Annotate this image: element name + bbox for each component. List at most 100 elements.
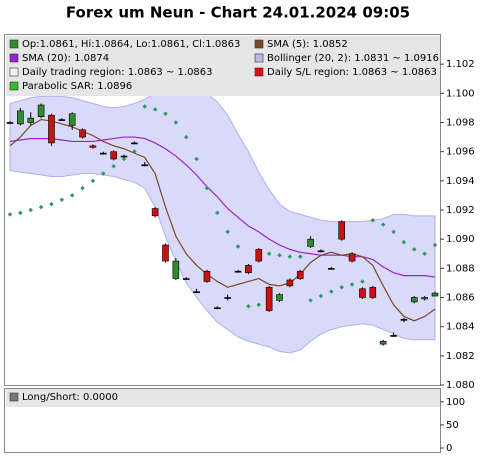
sar-dot bbox=[69, 193, 75, 198]
candle-body bbox=[245, 265, 252, 274]
candle-body bbox=[6, 122, 14, 124]
sar-dot bbox=[111, 163, 116, 169]
candle-body bbox=[265, 286, 273, 311]
legend-box bbox=[6, 36, 440, 96]
candle-body bbox=[369, 286, 377, 298]
sar-dot bbox=[318, 293, 324, 299]
legend-label: SMA (5): 1.0852 bbox=[267, 39, 348, 50]
candle-body bbox=[17, 110, 24, 125]
sar-dot bbox=[80, 185, 85, 191]
sar-dot bbox=[339, 285, 344, 290]
candle-body bbox=[234, 270, 242, 273]
y-tick-label: 0 bbox=[446, 443, 452, 454]
y-tick-label: 1.096 bbox=[446, 147, 475, 158]
indicator-line bbox=[9, 136, 436, 278]
sar-dot bbox=[38, 204, 44, 210]
sar-dot bbox=[380, 222, 386, 227]
sar-dot bbox=[349, 282, 355, 287]
legend-swatch bbox=[9, 53, 19, 63]
y-tick-label: 100 bbox=[446, 397, 465, 408]
sar-dot bbox=[412, 247, 417, 252]
candle-body bbox=[89, 145, 97, 148]
y-tick-label: 1.082 bbox=[446, 351, 475, 362]
sar-dot bbox=[401, 239, 407, 245]
candle-body bbox=[131, 142, 138, 145]
candle-body bbox=[255, 249, 263, 262]
candle-body bbox=[37, 104, 45, 117]
candle-body bbox=[79, 129, 86, 138]
candle-body bbox=[410, 297, 418, 303]
candle-body bbox=[151, 208, 159, 217]
sar-dot bbox=[329, 289, 334, 294]
candle-body bbox=[400, 319, 408, 321]
sar-dot bbox=[173, 120, 179, 125]
legend-label: Daily trading region: 1.0863 ~ 1.0863 bbox=[22, 67, 213, 78]
sar-dot bbox=[287, 254, 293, 259]
sar-dot bbox=[121, 156, 127, 162]
candle-body bbox=[27, 117, 35, 123]
candle-body bbox=[172, 260, 180, 279]
legend-label: SMA (20): 1.0874 bbox=[22, 53, 109, 64]
sar-dot bbox=[59, 197, 65, 203]
candle-body bbox=[317, 250, 325, 253]
legend-label: Op:1.0861, Hi:1.0864, Lo:1.0861, Cl:1.08… bbox=[22, 39, 240, 50]
sar-dot bbox=[256, 302, 262, 308]
candle-body bbox=[276, 294, 283, 301]
legend-swatch bbox=[9, 392, 19, 402]
y-tick-label: 1.090 bbox=[446, 234, 475, 245]
y-tick-label: 1.080 bbox=[446, 380, 475, 391]
sar-dot bbox=[370, 217, 376, 223]
sar-dot bbox=[360, 279, 365, 284]
candle-body bbox=[99, 152, 107, 155]
y-tick-label: 1.094 bbox=[446, 176, 475, 187]
y-tick-label: 1.088 bbox=[446, 263, 475, 274]
sar-dot bbox=[308, 298, 313, 303]
legend-swatch bbox=[254, 39, 264, 49]
y-tick-label: 1.102 bbox=[446, 59, 475, 70]
sar-dot bbox=[152, 107, 158, 112]
candle-body bbox=[307, 238, 314, 247]
candle-body bbox=[348, 253, 356, 262]
candle-body bbox=[141, 164, 149, 167]
candle-body bbox=[224, 297, 231, 299]
candle-body bbox=[421, 297, 428, 300]
candle-body bbox=[162, 244, 169, 262]
legend-swatch bbox=[9, 39, 19, 49]
sar-dot bbox=[90, 178, 96, 184]
candle-body bbox=[359, 288, 366, 298]
candle-body bbox=[68, 113, 76, 126]
candle-body bbox=[328, 268, 335, 270]
sar-dot bbox=[277, 252, 282, 258]
candle-body bbox=[48, 114, 55, 144]
candle-body bbox=[58, 119, 66, 121]
candle-body bbox=[390, 335, 397, 337]
candle-body bbox=[203, 270, 211, 282]
candle-body bbox=[338, 221, 346, 240]
legend-label: Daily S/L region: 1.0863 ~ 1.0863 bbox=[267, 67, 437, 78]
legend-box bbox=[6, 389, 440, 407]
candle-body bbox=[286, 279, 294, 287]
y-tick-label: 1.086 bbox=[446, 293, 475, 304]
y-tick-label: 1.092 bbox=[446, 205, 475, 216]
candle-body bbox=[110, 151, 117, 160]
sar-dot bbox=[101, 171, 106, 176]
y-tick-label: 50 bbox=[446, 420, 459, 431]
candle-body bbox=[214, 307, 221, 310]
legend-swatch bbox=[9, 81, 19, 91]
legend-label: Long/Short: 0.0000 bbox=[22, 392, 118, 403]
candle-body bbox=[379, 340, 387, 345]
legend-label: Parabolic SAR: 1.0896 bbox=[22, 81, 132, 92]
y-tick-label: 1.084 bbox=[446, 322, 475, 333]
legend-label: Bollinger (20, 2): 1.0831 ~ 1.0916 bbox=[267, 53, 439, 64]
sar-dot bbox=[297, 254, 303, 259]
candle-body bbox=[193, 291, 200, 293]
candle-body bbox=[120, 155, 128, 158]
candle-body bbox=[296, 270, 304, 279]
legend-swatch bbox=[254, 67, 264, 77]
legend-swatch bbox=[254, 53, 264, 63]
sar-dot bbox=[266, 251, 272, 257]
chart-title: Forex um Neun - Chart 24.01.2024 09:05 bbox=[66, 4, 410, 22]
candle-body bbox=[431, 292, 439, 297]
candle-body bbox=[182, 278, 190, 280]
